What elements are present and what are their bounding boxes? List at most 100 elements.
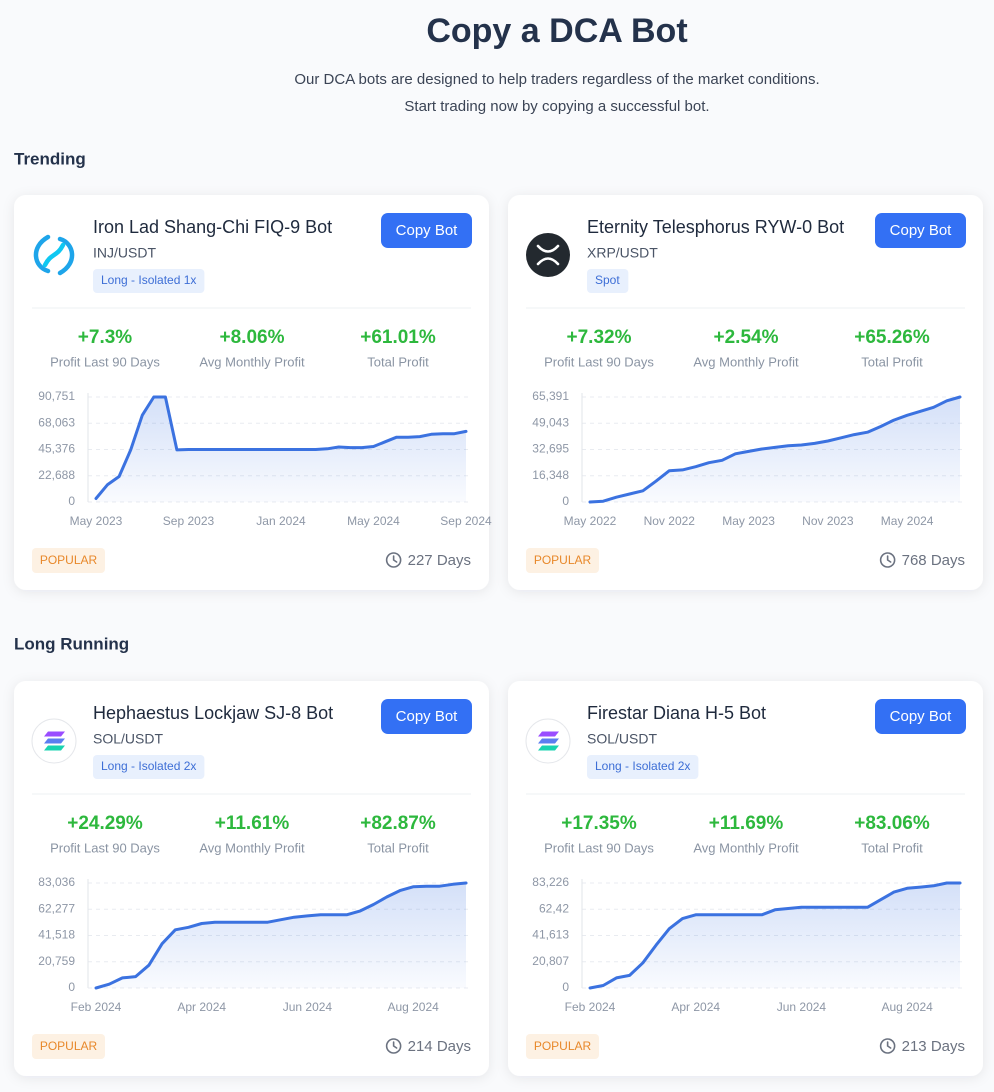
badge-text: POPULAR — [534, 553, 592, 567]
y-tick-label: 41,518 — [38, 928, 75, 942]
button-background — [875, 213, 966, 248]
stat-label: Avg Monthly Profit — [693, 840, 799, 855]
clock-hands — [886, 1041, 892, 1049]
stat-value: +11.69% — [709, 813, 784, 834]
y-tick-label: 22,688 — [38, 468, 75, 482]
stat-value: +65.26% — [854, 327, 930, 348]
copy-bot-button[interactable]: Copy Bot — [875, 699, 966, 734]
x-tick-label: Apr 2024 — [671, 1000, 720, 1014]
line — [94, 881, 468, 990]
x-tick-label: Sep 2023 — [163, 514, 215, 528]
y-tick-label: 45,376 — [38, 442, 75, 456]
clock-icon — [385, 552, 402, 568]
stat-label: Avg Monthly Profit — [199, 840, 305, 855]
stat-label: Profit Last 90 Days — [544, 354, 654, 369]
tag-text: Spot — [595, 273, 620, 287]
duration: 768 Days — [902, 552, 965, 569]
tag-text: Long - Isolated 2x — [101, 759, 196, 773]
page-title: Copy a DCA Bot — [426, 12, 687, 50]
coin-icon-bar — [44, 738, 65, 744]
button-label: Copy Bot — [890, 708, 953, 725]
tag-pill — [93, 269, 205, 293]
badge-background — [32, 548, 105, 573]
stat-value: +24.29% — [67, 813, 143, 834]
y-tick-label: 83,036 — [38, 875, 75, 889]
x-tick-label: Jun 2024 — [777, 1000, 827, 1014]
coin-icon-mark — [42, 242, 66, 268]
button-label: Copy Bot — [890, 222, 953, 239]
coin-icon-bar — [538, 738, 559, 744]
y-tick-label: 20,807 — [532, 954, 569, 968]
coin-icon-bar — [538, 745, 559, 751]
stat-value: +11.61% — [215, 813, 290, 834]
stat-value: +7.32% — [567, 327, 632, 348]
x-tick-label: May 2023 — [722, 514, 775, 528]
button-background — [381, 699, 472, 734]
card-background — [14, 195, 489, 590]
tag-text: Long - Isolated 2x — [595, 759, 690, 773]
coin-icon-bar — [538, 731, 559, 737]
duration: 213 Days — [902, 1038, 965, 1055]
x-tick-label: May 2022 — [564, 514, 617, 528]
clock-icon — [385, 1038, 402, 1054]
stat-value: +17.35% — [561, 813, 637, 834]
bot-pair: XRP/USDT — [587, 245, 658, 261]
y-tick-label: 0 — [562, 494, 569, 508]
coin-icon-mark — [536, 244, 560, 266]
x-tick-label: May 2024 — [347, 514, 400, 528]
y-tick-label: 83,226 — [532, 875, 569, 889]
stat-label: Total Profit — [861, 354, 923, 369]
copy-bot-button[interactable]: Copy Bot — [875, 213, 966, 248]
badge-background — [526, 548, 599, 573]
tag-pill — [587, 269, 629, 293]
bot-card: Hephaestus Lockjaw SJ-8 Bot SOL/USDT Long … — [14, 681, 489, 1076]
y-tick-label: 41,613 — [532, 928, 569, 942]
stat-label: Avg Monthly Profit — [199, 354, 305, 369]
y-tick-label: 90,751 — [38, 389, 75, 403]
stat-label: Total Profit — [367, 840, 429, 855]
y-tick-label: 0 — [562, 980, 569, 994]
y-tick-label: 0 — [68, 980, 75, 994]
stat-value: +2.54% — [714, 327, 779, 348]
copy-bot-button[interactable]: Copy Bot — [381, 213, 472, 248]
button-background — [875, 699, 966, 734]
tag-text: Long - Isolated 1x — [101, 273, 196, 287]
clock-hands — [886, 555, 892, 563]
x-tick-label: Feb 2024 — [565, 1000, 616, 1014]
y-tick-label: 20,759 — [38, 954, 75, 968]
bot-name: Hephaestus Lockjaw SJ-8 Bot — [93, 703, 333, 723]
y-tick-label: 65,391 — [532, 389, 569, 403]
button-label: Copy Bot — [396, 222, 459, 239]
x-tick-label: Apr 2024 — [177, 1000, 226, 1014]
bot-pair: INJ/USDT — [93, 245, 156, 261]
stat-label: Total Profit — [861, 840, 923, 855]
stat-value: +61.01% — [360, 327, 436, 348]
stat-value: +82.87% — [360, 813, 436, 834]
copy-bot-button[interactable]: Copy Bot — [381, 699, 472, 734]
x-tick-label: Nov 2023 — [802, 514, 854, 528]
clock-hands — [392, 555, 398, 563]
badge-text: POPULAR — [40, 553, 98, 567]
stat-label: Avg Monthly Profit — [693, 354, 799, 369]
x-tick-label: Aug 2024 — [881, 1000, 933, 1014]
line — [94, 395, 468, 500]
y-tick-label: 62,42 — [539, 901, 569, 915]
coin-icon-mark — [33, 234, 75, 276]
bot-name: Iron Lad Shang-Chi FIQ-9 Bot — [93, 217, 332, 237]
clock-icon — [879, 552, 896, 568]
clock-hands — [392, 1041, 398, 1049]
subtitle: Our DCA bots are designed to help trader… — [294, 71, 819, 88]
bot-name: Eternity Telesphorus RYW-0 Bot — [587, 217, 844, 237]
x-tick-label: Feb 2024 — [71, 1000, 122, 1014]
badge-text: POPULAR — [40, 1039, 98, 1053]
x-tick-label: Aug 2024 — [387, 1000, 439, 1014]
line — [588, 881, 962, 990]
card-background — [508, 681, 983, 1076]
stat-value: +7.3% — [78, 327, 133, 348]
y-tick-label: 49,043 — [532, 415, 569, 429]
button-background — [381, 213, 472, 248]
bot-name: Firestar Diana H-5 Bot — [587, 703, 766, 723]
tag-pill — [93, 755, 205, 779]
duration: 227 Days — [408, 552, 471, 569]
